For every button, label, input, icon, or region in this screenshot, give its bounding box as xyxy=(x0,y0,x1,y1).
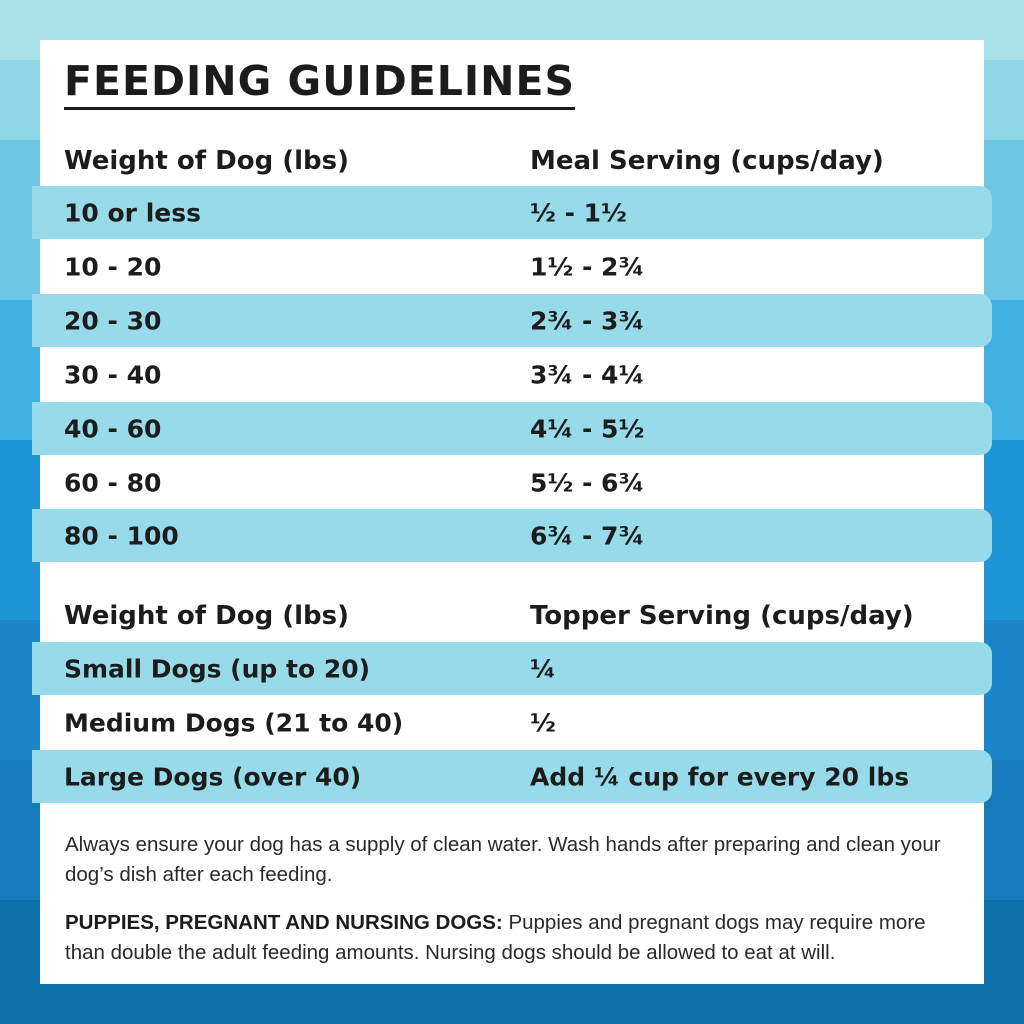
feeding-guidelines-card: FEEDING GUIDELINES Weight of Dog (lbs) M… xyxy=(32,40,992,984)
weight-cell: 80 - 100 xyxy=(64,521,179,550)
weight-cell: 30 - 40 xyxy=(64,360,162,389)
table-row: 40 - 60 4¼ - 5½ xyxy=(32,402,992,455)
serving-cell: 6¾ - 7¾ xyxy=(530,521,645,550)
table-row: 30 - 40 3¾ - 4¼ xyxy=(32,348,992,401)
serving-cell: ½ - 1½ xyxy=(530,198,627,227)
page-title: FEEDING GUIDELINES xyxy=(64,57,576,111)
serving-cell: ½ xyxy=(530,708,556,737)
serving-cell: 5½ - 6¾ xyxy=(530,468,645,497)
meal-table-header: Weight of Dog (lbs) Meal Serving (cups/d… xyxy=(32,134,992,187)
puppies-note-text: Puppies and pregnant dogs may require mo… xyxy=(65,911,926,964)
table-row: 60 - 80 5½ - 6¾ xyxy=(32,456,992,509)
column-header-topper-serving: Topper Serving (cups/day) xyxy=(530,600,914,631)
table-row: 20 - 30 2¾ - 3¾ xyxy=(32,294,992,347)
weight-cell: 20 - 30 xyxy=(64,306,162,335)
serving-cell: 1½ - 2¾ xyxy=(530,252,645,281)
topper-table-header: Weight of Dog (lbs) Topper Serving (cups… xyxy=(32,589,992,642)
table-row: Small Dogs (up to 20) ¼ xyxy=(32,642,992,695)
dog-size-cell: Small Dogs (up to 20) xyxy=(64,654,371,683)
weight-cell: 10 - 20 xyxy=(64,252,162,281)
table-row: Medium Dogs (21 to 40) ½ xyxy=(32,696,992,749)
serving-cell: 2¾ - 3¾ xyxy=(530,306,645,335)
table-row: Large Dogs (over 40) Add ¼ cup for every… xyxy=(32,750,992,803)
weight-cell: 60 - 80 xyxy=(64,468,162,497)
serving-cell: 3¾ - 4¼ xyxy=(530,360,645,389)
serving-cell: ¼ xyxy=(530,654,556,683)
water-note: Always ensure your dog has a supply of c… xyxy=(65,833,941,886)
puppies-note-label: PUPPIES, PREGNANT AND NURSING DOGS: xyxy=(65,911,503,934)
table-row: 10 or less ½ - 1½ xyxy=(32,186,992,239)
puppies-note: PUPPIES, PREGNANT AND NURSING DOGS: Pupp… xyxy=(65,908,970,967)
table-row: 10 - 20 1½ - 2¾ xyxy=(32,240,992,293)
dog-size-cell: Large Dogs (over 40) xyxy=(64,762,362,791)
serving-cell: Add ¼ cup for every 20 lbs xyxy=(530,762,910,791)
dog-size-cell: Medium Dogs (21 to 40) xyxy=(64,708,404,737)
weight-cell: 40 - 60 xyxy=(64,414,162,443)
table-row: 80 - 100 6¾ - 7¾ xyxy=(32,509,992,562)
column-header-meal-serving: Meal Serving (cups/day) xyxy=(530,145,884,176)
column-header-weight: Weight of Dog (lbs) xyxy=(64,145,349,176)
weight-cell: 10 or less xyxy=(64,198,201,227)
column-header-weight: Weight of Dog (lbs) xyxy=(64,600,349,631)
serving-cell: 4¼ - 5½ xyxy=(530,414,645,443)
